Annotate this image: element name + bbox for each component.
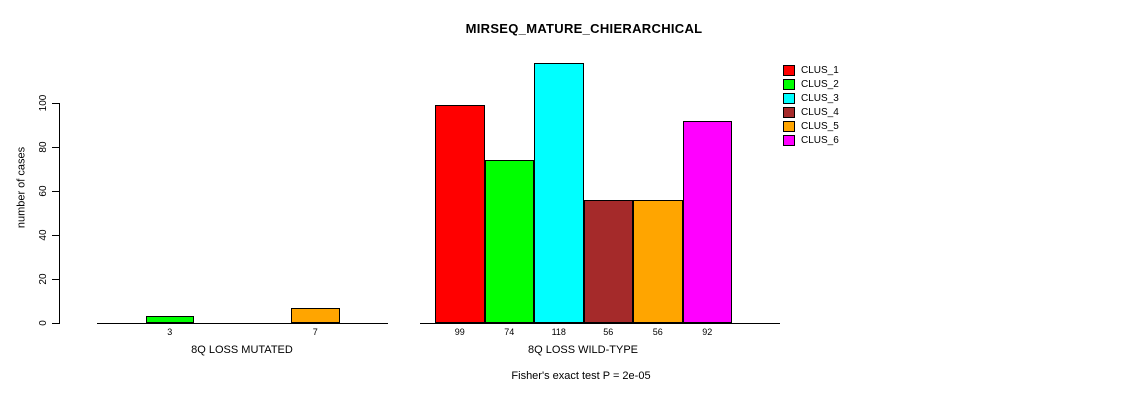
legend-label: CLUS_2 xyxy=(801,79,839,90)
bar-value-label: 74 xyxy=(504,327,515,337)
bar-value-label: 3 xyxy=(167,327,173,337)
legend-label: CLUS_3 xyxy=(801,93,839,104)
y-tick xyxy=(52,279,59,280)
y-tick xyxy=(52,147,59,148)
bar-CLUS_2 xyxy=(145,316,194,323)
bar-value-label: 56 xyxy=(652,327,663,337)
bar-value-label: 99 xyxy=(454,327,465,337)
legend-label: CLUS_5 xyxy=(801,121,839,132)
legend-swatch-icon xyxy=(783,79,795,90)
y-tick-label: 60 xyxy=(38,185,49,197)
legend-item-clus_5: CLUS_5 xyxy=(783,121,839,132)
bar-CLUS_4 xyxy=(583,199,633,323)
legend-swatch-icon xyxy=(783,93,795,104)
legend-item-clus_1: CLUS_1 xyxy=(783,65,839,76)
group-label-mutated: 8Q LOSS MUTATED xyxy=(191,344,293,356)
legend-label: CLUS_6 xyxy=(801,135,839,146)
bar-CLUS_1 xyxy=(435,105,485,323)
legend: CLUS_1 CLUS_2 CLUS_3 CLUS_4 CLUS_5 CLUS_6 xyxy=(783,65,839,149)
legend-label: CLUS_1 xyxy=(801,65,839,76)
y-tick-label: 100 xyxy=(38,94,49,112)
group-label-wild-type: 8Q LOSS WILD-TYPE xyxy=(527,344,639,356)
legend-item-clus_2: CLUS_2 xyxy=(783,79,839,90)
y-tick xyxy=(52,191,59,192)
legend-label: CLUS_4 xyxy=(801,107,839,118)
x-baseline xyxy=(420,323,780,324)
bar-value-label: 118 xyxy=(551,327,566,337)
y-tick-label: 0 xyxy=(38,320,49,326)
y-tick xyxy=(52,103,59,104)
legend-item-clus_6: CLUS_6 xyxy=(783,135,839,146)
bar-value-label: 92 xyxy=(702,327,713,337)
y-axis-line xyxy=(59,103,60,324)
y-axis-label: number of cases xyxy=(15,146,28,229)
y-tick-label: 20 xyxy=(38,273,49,285)
bar-CLUS_5 xyxy=(633,199,683,323)
fisher-test-annotation: Fisher's exact test P = 2e-05 xyxy=(511,370,651,382)
y-tick xyxy=(52,235,59,236)
bar-CLUS_5 xyxy=(291,307,340,323)
legend-swatch-icon xyxy=(783,121,795,132)
y-tick-label: 40 xyxy=(38,229,49,241)
chart-title: MIRSEQ_MATURE_CHIERARCHICAL xyxy=(465,21,703,36)
legend-swatch-icon xyxy=(783,65,795,76)
legend-item-clus_3: CLUS_3 xyxy=(783,93,839,104)
bar-CLUS_6 xyxy=(682,120,732,323)
legend-swatch-icon xyxy=(783,107,795,118)
y-tick xyxy=(52,323,59,324)
x-baseline xyxy=(97,323,388,324)
legend-item-clus_4: CLUS_4 xyxy=(783,107,839,118)
legend-swatch-icon xyxy=(783,135,795,146)
bar-value-label: 7 xyxy=(312,327,318,337)
bar-CLUS_3 xyxy=(534,63,584,323)
y-tick-label: 80 xyxy=(38,141,49,153)
bar-value-label: 56 xyxy=(603,327,614,337)
bar-CLUS_2 xyxy=(484,160,534,323)
